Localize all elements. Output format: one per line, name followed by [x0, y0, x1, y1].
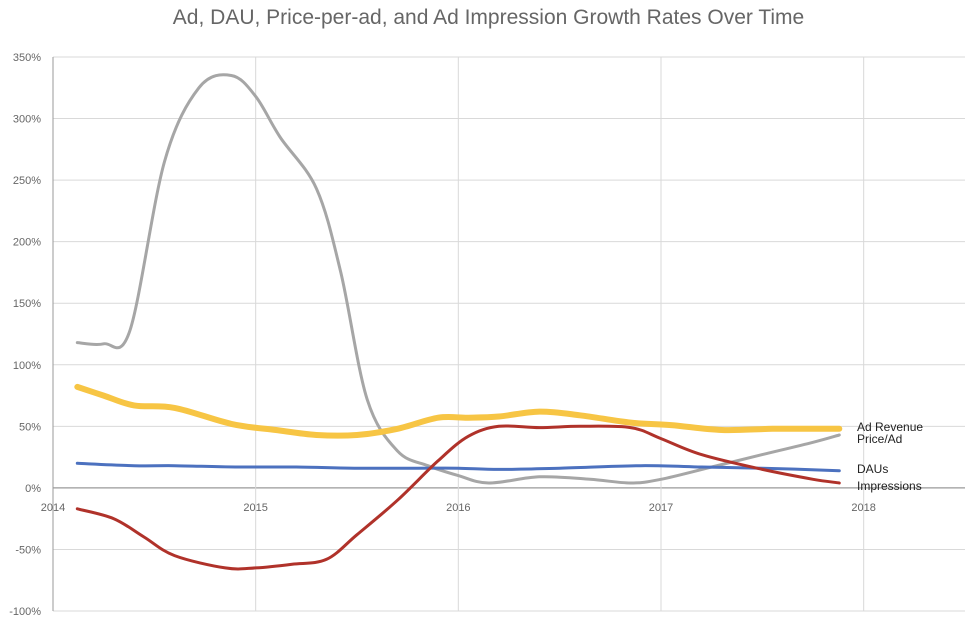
- y-tick-label: 300%: [13, 114, 41, 126]
- series-line-impressions: [75, 424, 841, 571]
- y-tick-label: 50%: [19, 421, 41, 433]
- y-tick-label: 150%: [13, 298, 41, 310]
- y-tick-label: 0%: [25, 483, 41, 495]
- y-tick-label: 250%: [13, 175, 41, 187]
- chart-title: Ad, DAU, Price-per-ad, and Ad Impression…: [172, 6, 805, 29]
- y-tick-label: 100%: [13, 360, 41, 372]
- series-line-daus: [75, 461, 841, 473]
- series-label-daus: DAUs: [857, 462, 888, 476]
- y-tick-label: -50%: [15, 544, 41, 556]
- series-line-ad-revenue: [74, 383, 843, 439]
- x-tick-label: 2015: [243, 502, 267, 514]
- series-label-price-ad: Price/Ad: [857, 432, 902, 446]
- x-tick-label: 2016: [446, 502, 470, 514]
- series-label-impressions: Impressions: [857, 479, 922, 493]
- y-tick-label: 200%: [13, 237, 41, 249]
- x-tick-label: 2014: [41, 502, 65, 514]
- series-label-ad-revenue: Ad Revenue: [857, 420, 923, 434]
- x-tick-label: 2017: [649, 502, 673, 514]
- y-tick-label: -100%: [9, 606, 41, 618]
- y-tick-label: 350%: [13, 52, 41, 64]
- x-tick-label: 2018: [851, 502, 875, 514]
- series-line-price-ad: [75, 73, 841, 485]
